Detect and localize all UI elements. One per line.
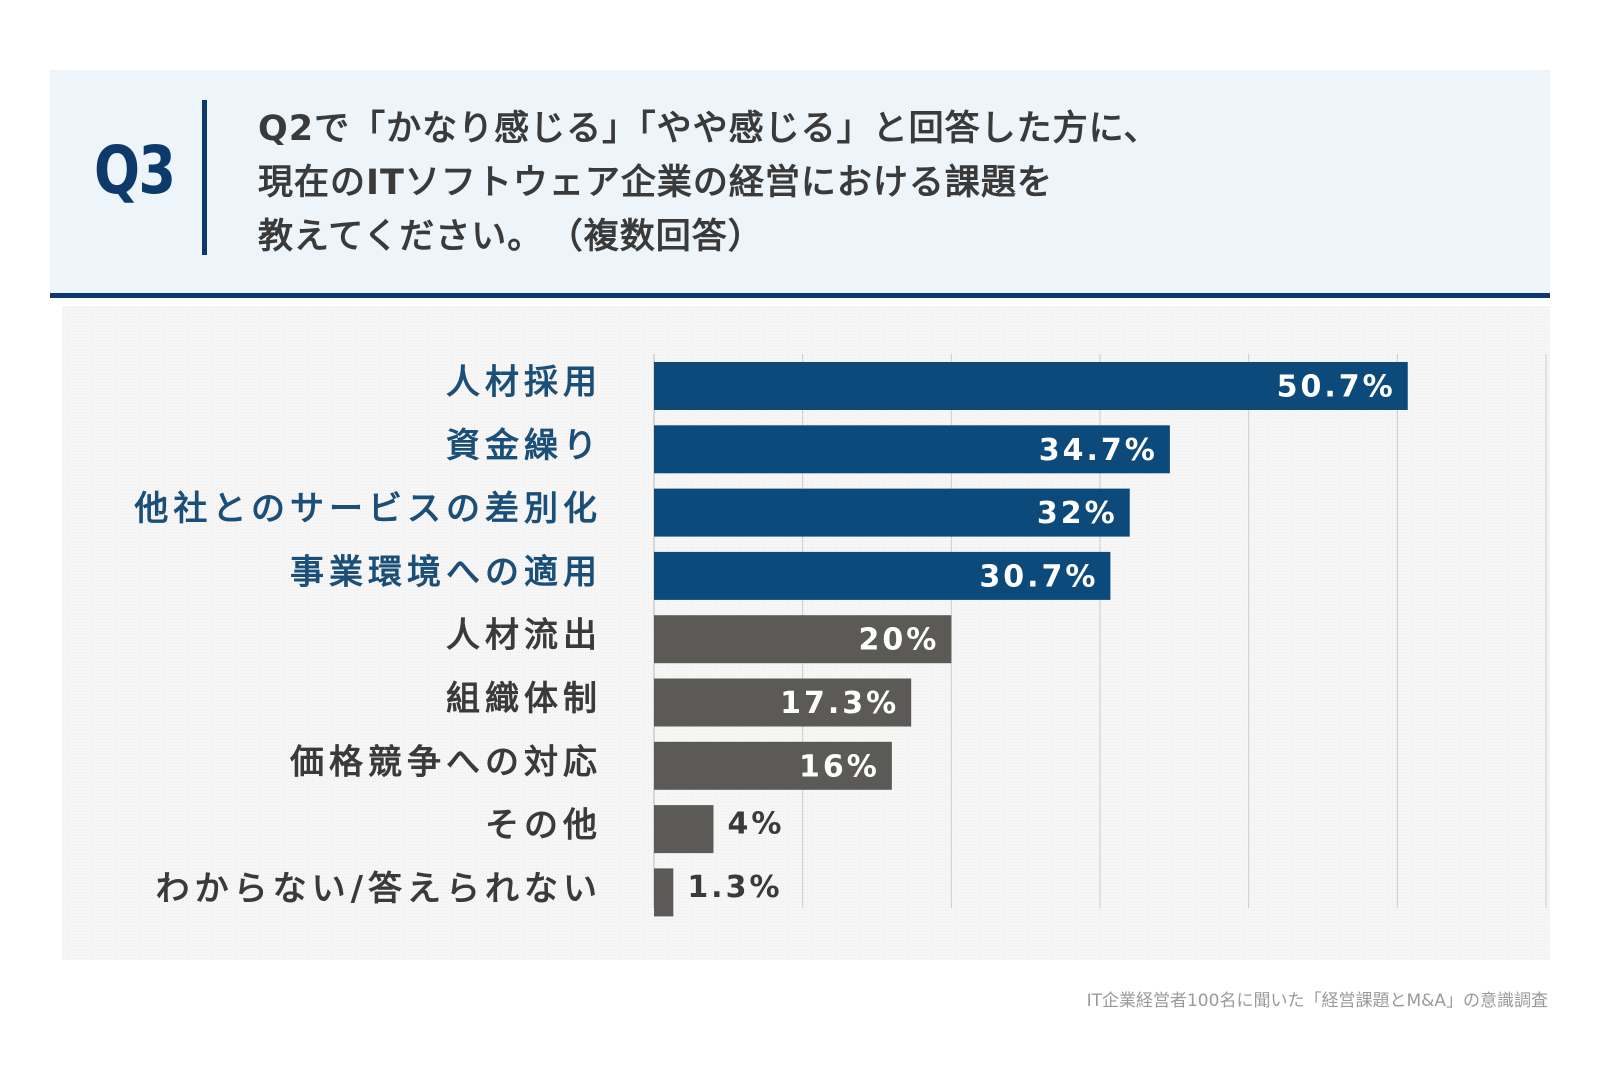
question-header: Q3 Q2で「かなり感じる」「やや感じる」と回答した方に、 現在のITソフトウェ… (50, 70, 1550, 298)
value-label: 16% (799, 749, 880, 784)
category-label: 人材流出 (446, 616, 602, 656)
chart-area: 人材採用 50.7% 資金繰り 34.7% 他社とのサービスの差別化 32% 事業環境への適… (62, 306, 1550, 960)
bar (654, 551, 1111, 600)
value-label: 30.7% (979, 559, 1098, 594)
value-label: 4% (727, 807, 784, 842)
value-label: 32% (1037, 496, 1118, 531)
category-label: 事業環境への適用 (290, 552, 602, 592)
bar (654, 678, 912, 727)
question-line-1: Q2で「かなり感じる」「やや感じる」と回答した方に、 (258, 109, 1160, 149)
question-text: Q2で「かなり感じる」「やや感じる」と回答した方に、 現在のITソフトウェア企業… (258, 102, 1160, 264)
question-line-3-text: 教えてください。 (258, 217, 544, 257)
bar-chart: 人材採用 50.7% 資金繰り 34.7% 他社とのサービスの差別化 32% 事業環境への適… (133, 354, 1547, 917)
value-label: 17.3% (780, 686, 899, 721)
bar (654, 741, 892, 790)
category-label: その他 (485, 806, 602, 846)
category-label: 他社とのサービスの差別化 (133, 489, 602, 529)
bar (654, 425, 1170, 474)
source-footer: IT企業経営者100名に聞いた「経営課題とM&A」の意識調査 (1086, 991, 1548, 1011)
question-note: （複数回答） (565, 217, 764, 257)
bar (654, 615, 952, 664)
category-label: 人材採用 (446, 363, 602, 403)
header-divider (202, 100, 207, 255)
category-label: 資金繰り (446, 426, 602, 466)
bar (654, 868, 674, 917)
category-label: 組織体制 (446, 679, 602, 719)
value-label: 1.3% (687, 870, 782, 905)
bar (654, 362, 1408, 410)
bar (654, 805, 714, 854)
question-label: Q3 (94, 132, 176, 209)
bar (654, 488, 1130, 537)
value-label: 20% (859, 623, 940, 658)
category-label: 価格競争への対応 (289, 742, 602, 782)
question-line-3: 教えてください。 （複数回答） (258, 210, 1160, 264)
value-label: 50.7% (1277, 370, 1396, 405)
question-line-2: 現在のITソフトウェア企業の経営における課題を (258, 163, 1053, 203)
value-label: 34.7% (1039, 433, 1158, 468)
category-label: わからない/答えられない (156, 869, 602, 909)
